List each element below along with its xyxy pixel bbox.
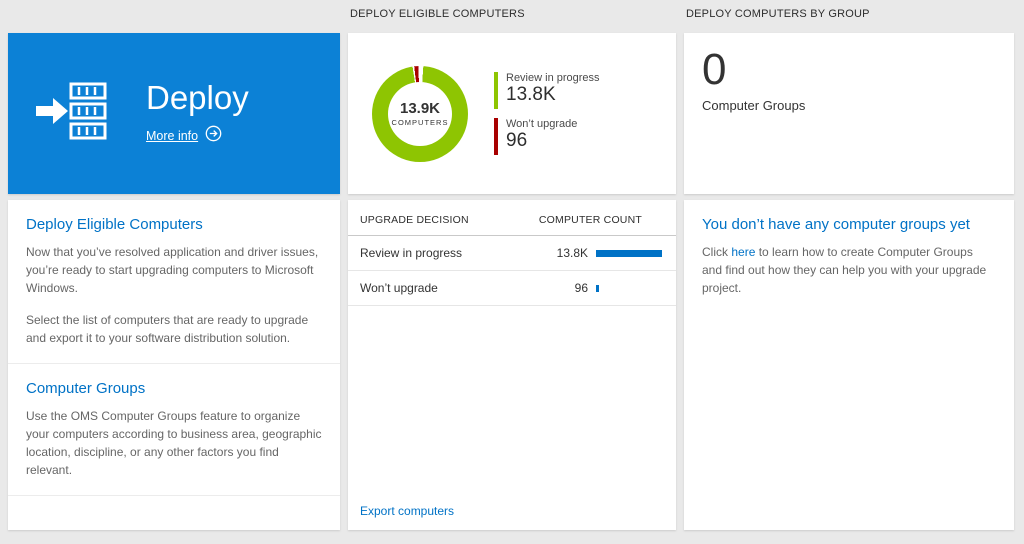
deploy-tile[interactable]: Deploy More info [8,33,340,194]
deploy-paragraph-2: Select the list of computers that are re… [26,313,309,345]
table-row[interactable]: Won’t upgrade 96 [348,271,676,306]
legend-label: Won’t upgrade [506,118,578,130]
column-header-upgrade-decision: UPGRADE DECISION [360,214,469,226]
tile-title: Deploy [146,78,249,116]
upgrade-decision-table-card: UPGRADE DECISION COMPUTER COUNT Review i… [348,200,676,530]
column-header-computer-count: COMPUTER COUNT [538,214,642,226]
deploy-icon [34,80,112,147]
row-decision: Review in progress [360,246,463,260]
donut-total-label: COMPUTERS [391,118,449,127]
right-column-header: DEPLOY COMPUTERS BY GROUP [686,8,870,20]
legend-value: 13.8K [506,84,556,105]
legend-swatch-green [494,72,498,109]
middle-column-header: DEPLOY ELIGIBLE COMPUTERS [350,8,525,20]
legend-swatch-red [494,118,498,155]
section-heading-computer-groups: Computer Groups [26,380,146,397]
group-count-value: 0 [702,45,727,94]
more-info-row: More info [146,125,249,147]
deploy-tile-text: Deploy More info [146,81,249,147]
row-count: 96 [574,281,588,295]
no-groups-text: Click here to learn how to create Comput… [702,243,996,297]
no-groups-text-after: to learn how to create Computer Groups a… [702,245,987,295]
computers-donut-chart[interactable]: 13.9K COMPUTERS [372,65,468,162]
more-info-arrow-icon[interactable] [205,125,222,147]
table-header-row: UPGRADE DECISION COMPUTER COUNT [348,200,676,236]
legend-item-review-in-progress: Review in progress 13.8K [494,72,600,109]
donut-legend: Review in progress 13.8K Won’t upgrade 9… [494,72,600,155]
more-info-link[interactable]: More info [146,128,199,143]
section-heading-deploy-eligible: Deploy Eligible Computers [26,216,203,233]
legend-value: 96 [506,130,528,151]
legend-item-wont-upgrade: Won’t upgrade 96 [494,118,600,155]
group-count-label: Computer Groups [702,97,806,113]
row-bar-zone [596,249,664,257]
no-groups-heading: You don’t have any computer groups yet [702,216,970,233]
row-bar-zone [596,284,664,292]
row-count: 13.8K [556,246,588,260]
eligible-computers-chart-tile[interactable]: 13.9K COMPUTERS Review in progress 13.8K… [348,33,676,194]
deploy-paragraph-1: Now that you’ve resolved application and… [26,245,319,295]
no-groups-text-before: Click [702,245,732,259]
count-bar [596,249,662,257]
donut-total-value: 13.9K [399,100,441,117]
deploy-description-card: Deploy Eligible Computers Now that you’v… [8,200,340,530]
row-decision: Won’t upgrade [360,281,438,295]
legend-label: Review in progress [506,72,600,84]
section-divider [8,495,340,496]
no-groups-card: You don’t have any computer groups yet C… [684,200,1014,530]
export-computers-link[interactable]: Export computers [360,504,455,518]
count-bar [596,284,599,292]
table-row[interactable]: Review in progress 13.8K [348,236,676,271]
computer-groups-count-tile[interactable]: 0 Computer Groups [684,33,1014,194]
computer-groups-paragraph: Use the OMS Computer Groups feature to o… [26,409,322,477]
table-spacer [348,306,676,492]
here-link[interactable]: here [731,245,756,259]
donut-center: 13.9K COMPUTERS [372,66,468,162]
section-divider [8,363,340,364]
